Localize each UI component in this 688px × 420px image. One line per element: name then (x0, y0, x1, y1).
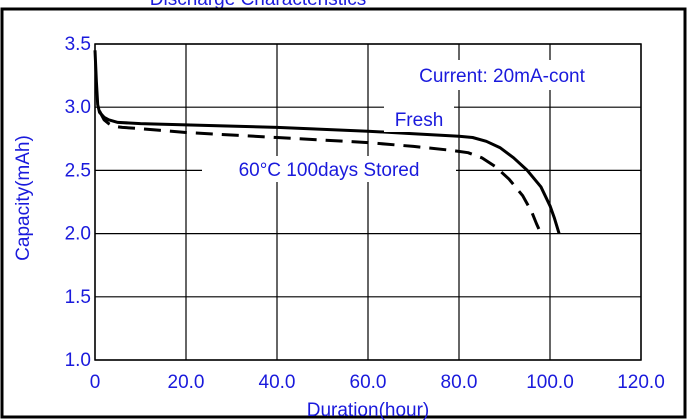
series-lines (93, 50, 561, 235)
plot-area (94, 43, 642, 361)
x-tick-label: 80.0 (441, 372, 478, 393)
current-label-bg (384, 60, 620, 90)
annotation-fresh: Fresh (395, 110, 444, 131)
series-line-stored (98, 110, 543, 235)
x-tick-label: 20.0 (168, 372, 205, 393)
y-tick-label: 1.5 (65, 287, 91, 308)
annotation-stored: 60°C 100days Stored (239, 160, 420, 181)
y-tick-label: 2.0 (65, 224, 91, 245)
y-tick-label: 3.5 (65, 34, 91, 55)
x-axis-label: Duration(hour) (307, 400, 430, 420)
x-tick-label: 60.0 (350, 372, 387, 393)
outer-frame (0, 7, 687, 419)
y-axis-label: Capacity(mAh) (13, 135, 34, 261)
stored-label-bg (202, 156, 456, 182)
y-tick-labels: 1.0 1.5 2.0 2.5 3.0 3.5 (65, 34, 91, 371)
y-tick-label: 3.0 (65, 97, 91, 118)
annotations: Current: 20mA-cont Fresh 60°C 100days St… (202, 60, 620, 182)
y-tick-label: 2.5 (65, 160, 91, 181)
chart-title: Discharge Characteristics (150, 0, 366, 10)
x-tick-labels: 0 20.0 40.0 60.0 80.0 100.0 120.0 (90, 372, 665, 393)
fresh-label-bg (384, 106, 454, 132)
y-tick-label: 1.0 (65, 350, 91, 371)
x-tick-label: 40.0 (259, 372, 296, 393)
x-tick-label: 120.0 (617, 372, 665, 393)
x-tick-label: 100.0 (526, 372, 574, 393)
annotation-current: Current: 20mA-cont (419, 66, 586, 87)
grid (94, 43, 642, 361)
x-tick-label: 0 (90, 372, 101, 393)
